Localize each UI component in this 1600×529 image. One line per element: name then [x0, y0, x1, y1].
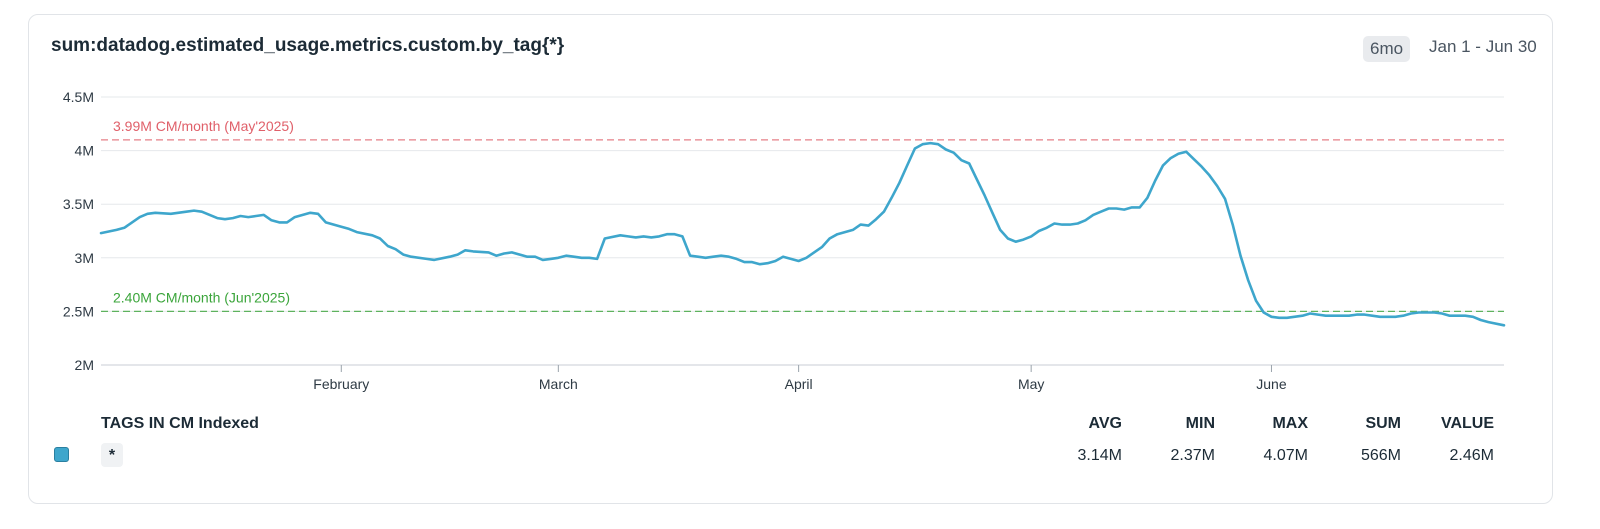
series-lines [99, 141, 1506, 327]
x-tick-label: February [313, 376, 369, 392]
legend-value-value: 2.46M [1449, 447, 1494, 464]
y-tick-label: 4M [75, 143, 94, 159]
legend-col-avg[interactable]: AVG [1088, 415, 1122, 432]
x-tick-label: April [785, 376, 813, 392]
legend-max-value: 4.07M [1263, 447, 1308, 464]
reference-line-label: 2.40M CM/month (Jun'2025) [113, 289, 290, 305]
reference-lines: 3.99M CM/month (May'2025) 2.40M CM/month … [101, 118, 1504, 312]
y-tick-label: 4.5M [63, 89, 94, 105]
series-line [99, 141, 1506, 327]
legend-sum-value: 566M [1360, 447, 1401, 464]
x-tick-label: May [1018, 376, 1044, 392]
y-tick-label: 3.5M [63, 196, 94, 212]
y-axis-ticks: 2M 2.5M 3M 3.5M 4M 4.5M [63, 89, 94, 373]
series-tag-chip[interactable]: * [101, 443, 123, 467]
legend-col-sum[interactable]: SUM [1365, 415, 1401, 432]
y-tick-label: 2.5M [63, 303, 94, 319]
legend-col-max[interactable]: MAX [1272, 415, 1308, 432]
x-axis-ticks: February March April May June [313, 365, 1287, 392]
legend-col-value[interactable]: VALUE [1440, 415, 1494, 432]
legend-avg-value: 3.14M [1077, 447, 1122, 464]
reference-line-label: 3.99M CM/month (May'2025) [113, 118, 294, 134]
timeseries-chart[interactable]: 2M 2.5M 3M 3.5M 4M 4.5M February March April May… [29, 15, 1554, 410]
legend-col-min[interactable]: MIN [1185, 415, 1215, 432]
metric-widget-card: sum:datadog.estimated_usage.metrics.cust… [28, 14, 1553, 504]
legend-tags-header: TAGS IN CM Indexed [101, 415, 259, 432]
chart-grid [101, 96, 1504, 366]
widget-title: sum:datadog.estimated_usage.metrics.cust… [51, 35, 565, 56]
x-tick-label: March [539, 376, 578, 392]
time-range-badge[interactable]: 6mo [1363, 36, 1411, 62]
y-tick-label: 3M [75, 250, 94, 266]
x-tick-label: June [1256, 376, 1287, 392]
y-tick-label: 2M [75, 357, 94, 373]
legend-min-value: 2.37M [1170, 447, 1215, 464]
time-range-text[interactable]: Jan 1 - Jun 30 [1429, 37, 1537, 56]
series-color-swatch[interactable] [54, 447, 69, 462]
